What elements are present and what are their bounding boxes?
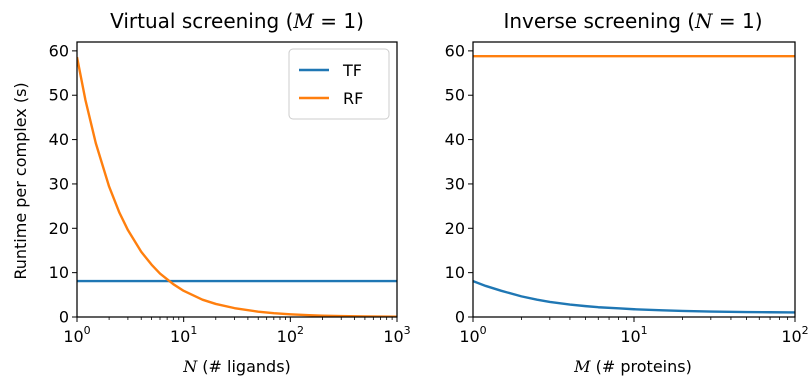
x-tick-label: 102	[277, 324, 304, 346]
y-tick-label: 10	[445, 263, 465, 282]
x-tick-label: 102	[781, 324, 808, 346]
x-tick-label: 100	[63, 324, 90, 346]
legend-label: TF	[342, 61, 362, 80]
x-axis-label: M (# proteins)	[573, 357, 692, 376]
x-axis-label: N (# ligands)	[182, 357, 291, 376]
plot-frame	[472, 41, 796, 318]
chart-title: Virtual screening (M = 1)	[110, 9, 364, 33]
virtual-screening-panel: Virtual screening (M = 1) Runtime per co…	[11, 9, 411, 376]
series-lines	[473, 54, 795, 314]
y-tick-label: 0	[59, 308, 69, 327]
y-tick-label: 50	[445, 86, 465, 105]
chart-title: Inverse screening (N = 1)	[503, 9, 762, 33]
y-tick-label: 20	[49, 219, 69, 238]
x-tick-label: 101	[620, 324, 647, 346]
series-lines	[77, 56, 397, 317]
x-tick-label: 101	[170, 324, 197, 346]
series-line-rf	[77, 56, 397, 317]
y-tick-label: 20	[445, 219, 465, 238]
inverse-screening-panel: Inverse screening (N = 1) M (# proteins)…	[445, 9, 809, 376]
legend-label: RF	[343, 89, 363, 108]
legend-box	[288, 48, 390, 120]
y-tick-label: 10	[49, 263, 69, 282]
x-tick-label: 103	[383, 324, 410, 346]
y-tick-label: 60	[445, 41, 465, 60]
y-tick-label: 30	[49, 174, 69, 193]
axis-ticks: 0 10 20 30 40 50 60 100 101 102	[445, 41, 809, 346]
axis-ticks: 0 10 20 30 40 50 60 100 101 102 103	[49, 41, 411, 346]
y-tick-label: 60	[49, 41, 69, 60]
x-tick-label: 100	[459, 324, 486, 346]
y-tick-label: 50	[49, 86, 69, 105]
series-line-0	[473, 279, 795, 314]
y-tick-label: 40	[445, 130, 465, 149]
y-tick-label: 40	[49, 130, 69, 149]
y-tick-label: 30	[445, 174, 465, 193]
y-tick-label: 0	[455, 308, 465, 327]
y-axis-label: Runtime per complex (s)	[11, 82, 30, 279]
plot-frame	[76, 41, 398, 318]
legend: TF RF	[288, 48, 390, 120]
